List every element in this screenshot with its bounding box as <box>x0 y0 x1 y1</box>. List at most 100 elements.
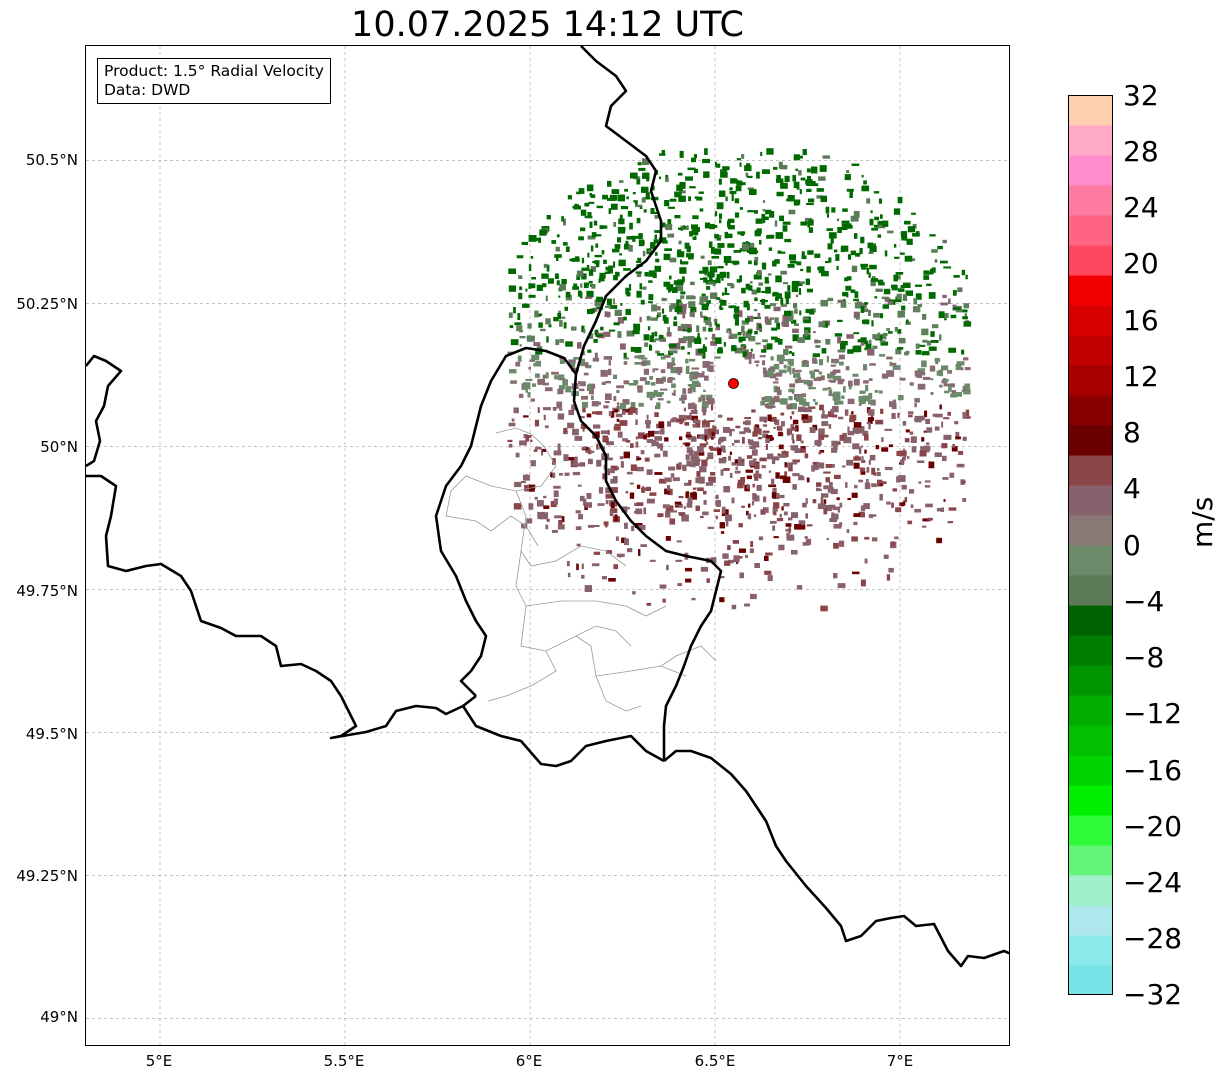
velocity-echo-cell <box>650 242 656 249</box>
velocity-echo-cell <box>650 382 656 386</box>
velocity-echo-cell <box>960 367 964 371</box>
velocity-echo-cell <box>814 401 818 406</box>
velocity-echo-cell <box>727 271 730 279</box>
velocity-echo-cell <box>619 343 626 350</box>
velocity-echo-cell <box>772 365 780 370</box>
velocity-echo-cell <box>613 476 618 483</box>
velocity-echo-cell <box>880 408 884 414</box>
velocity-echo-cell <box>801 414 809 421</box>
velocity-echo-cell <box>701 406 707 413</box>
velocity-echo-cell <box>838 379 845 382</box>
velocity-echo-cell <box>962 411 966 419</box>
velocity-echo-cell <box>844 174 851 181</box>
velocity-echo-cell <box>758 437 762 440</box>
velocity-echo-cell <box>820 605 828 612</box>
velocity-echo-cell <box>779 215 784 222</box>
velocity-echo-cell <box>715 502 721 507</box>
velocity-echo-cell <box>846 334 854 339</box>
velocity-echo-cell <box>526 435 532 438</box>
velocity-echo-cell <box>863 308 869 312</box>
velocity-echo-cell <box>643 334 650 341</box>
velocity-echo-cell <box>667 206 675 209</box>
velocity-echo-cell <box>950 393 958 398</box>
velocity-echo-cell <box>709 361 714 365</box>
velocity-echo-cell <box>812 499 817 504</box>
velocity-echo-cell <box>828 482 833 488</box>
velocity-echo-cell <box>785 297 789 305</box>
velocity-echo-cell <box>548 278 554 284</box>
velocity-echo-cell <box>707 526 714 530</box>
velocity-echo-cell <box>697 434 704 439</box>
velocity-echo-cell <box>858 511 865 515</box>
velocity-echo-cell <box>517 355 522 362</box>
velocity-echo-cell <box>578 358 586 366</box>
velocity-echo-cell <box>710 246 715 254</box>
velocity-echo-cell <box>886 328 890 331</box>
velocity-echo-cell <box>897 310 905 318</box>
velocity-echo-cell <box>647 326 651 331</box>
velocity-echo-cell <box>623 316 627 321</box>
velocity-echo-cell <box>947 521 953 524</box>
velocity-echo-cell <box>654 331 658 337</box>
velocity-echo-cell <box>564 306 568 311</box>
velocity-echo-cell <box>722 166 730 171</box>
map-panel[interactable] <box>85 45 1010 1046</box>
velocity-echo-cell <box>609 305 618 309</box>
map-title: 10.07.2025 14:12 UTC <box>351 5 744 45</box>
colorbar-segment <box>1068 95 1113 126</box>
velocity-echo-cell <box>610 487 618 493</box>
velocity-echo-cell <box>670 473 675 478</box>
velocity-echo-cell <box>748 357 752 364</box>
velocity-echo-cell <box>746 352 753 359</box>
velocity-echo-cell <box>720 300 727 306</box>
velocity-echo-cell <box>962 498 967 502</box>
velocity-echo-cell <box>794 308 798 314</box>
velocity-echo-cell <box>660 369 666 373</box>
velocity-echo-cell <box>776 191 784 197</box>
map-canvas[interactable] <box>86 46 1010 1046</box>
velocity-echo-cell <box>821 348 827 354</box>
velocity-echo-cell <box>621 506 628 513</box>
velocity-echo-cell <box>553 316 559 322</box>
velocity-echo-cell <box>662 504 670 509</box>
colorbar-segment <box>1068 725 1113 756</box>
velocity-echo-cell <box>637 389 643 393</box>
velocity-echo-cell <box>794 448 802 453</box>
velocity-echo-cell <box>773 291 778 297</box>
velocity-echo-cell <box>842 432 848 437</box>
velocity-echo-cell <box>788 517 793 521</box>
velocity-echo-cell <box>926 427 933 433</box>
velocity-echo-cell <box>608 208 612 214</box>
velocity-echo-cell <box>791 319 797 324</box>
velocity-echo-cell <box>563 454 569 462</box>
velocity-echo-cell <box>581 267 590 271</box>
velocity-echo-cell <box>638 233 643 240</box>
velocity-echo-cell <box>891 402 897 410</box>
velocity-echo-cell <box>807 175 811 182</box>
velocity-echo-cell <box>860 505 866 512</box>
velocity-echo-cell <box>872 537 878 542</box>
velocity-echo-cell <box>795 425 799 432</box>
velocity-echo-cell <box>806 168 811 173</box>
velocity-echo-cell <box>864 558 868 564</box>
velocity-echo-cell <box>770 356 774 361</box>
velocity-echo-cell <box>667 233 675 238</box>
velocity-echo-cell <box>684 442 690 447</box>
velocity-echo-cell <box>792 459 800 463</box>
velocity-echo-cell <box>751 289 758 295</box>
velocity-echo-cell <box>787 430 790 436</box>
velocity-echo-cell <box>875 288 883 292</box>
velocity-echo-cell <box>761 349 767 353</box>
velocity-echo-cell <box>782 221 791 225</box>
velocity-echo-cell <box>735 425 741 429</box>
velocity-echo-cell <box>695 423 701 428</box>
velocity-echo-cell <box>680 295 685 299</box>
velocity-echo-cell <box>773 426 776 429</box>
colorbar-tick: 16 <box>1123 304 1159 337</box>
velocity-echo-cell <box>680 323 688 329</box>
velocity-echo-cell <box>795 294 799 298</box>
velocity-echo-cell <box>760 400 766 406</box>
velocity-echo-cell <box>729 429 732 437</box>
velocity-echo-cell <box>930 392 934 395</box>
velocity-echo-cell <box>798 288 802 295</box>
